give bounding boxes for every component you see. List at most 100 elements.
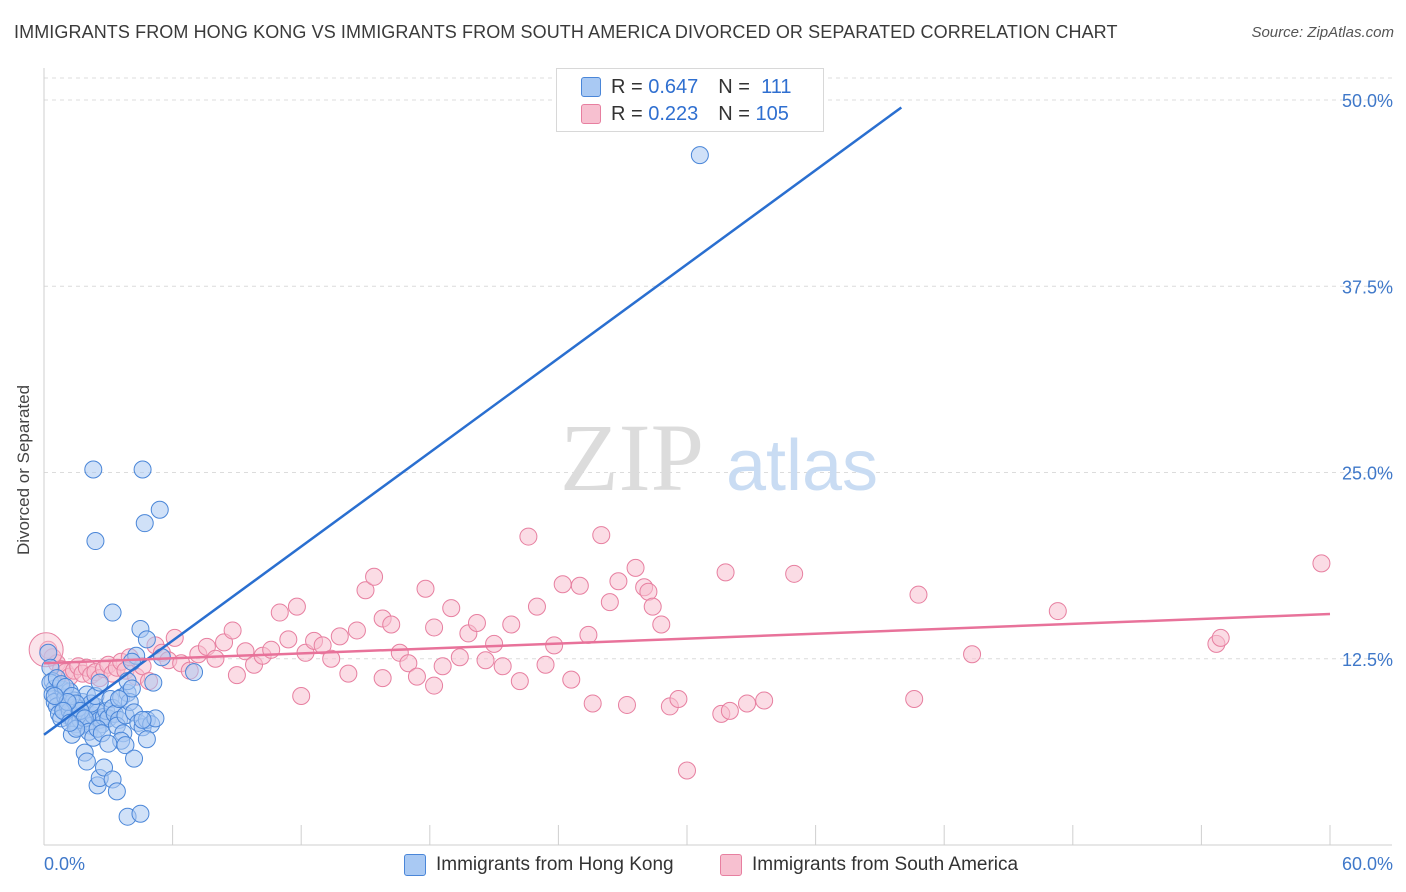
south-america-point xyxy=(279,630,298,649)
watermark: ZIP atlas xyxy=(560,404,878,511)
south-america-point xyxy=(206,649,225,668)
legend-r-label: R = xyxy=(611,75,643,98)
hong-kong-points xyxy=(39,146,709,826)
axes xyxy=(43,68,1392,846)
south-america-point xyxy=(592,526,611,545)
south-america-point xyxy=(399,654,418,673)
south-america-point xyxy=(553,575,572,594)
south-america-points xyxy=(28,526,1331,780)
south-america-point xyxy=(510,672,529,691)
south-america-point xyxy=(652,615,671,634)
south-america-point xyxy=(467,613,486,632)
south-america-point xyxy=(536,655,555,674)
hong-kong-point xyxy=(103,603,122,622)
south-america-point xyxy=(678,761,696,780)
south-america-point xyxy=(669,689,688,708)
south-america-point xyxy=(617,695,636,714)
hong-kong-point xyxy=(122,679,141,698)
south-america-point xyxy=(527,597,546,616)
south-america-point xyxy=(493,657,512,676)
south-america-point xyxy=(570,576,589,595)
y-tick-label: 12.5% xyxy=(1342,650,1393,670)
hong-kong-point xyxy=(39,643,58,662)
bottom-legend-hong-kong: Immigrants from Hong Kong xyxy=(404,852,674,878)
south-america-point xyxy=(545,636,564,655)
south-america-point xyxy=(1211,628,1230,647)
south-america-point xyxy=(416,579,435,598)
south-america-point xyxy=(425,618,444,637)
south-america-point xyxy=(639,582,658,601)
south-america-point xyxy=(905,689,924,708)
south-america-point xyxy=(502,615,521,634)
south-america-point xyxy=(382,615,401,634)
hong-kong-point xyxy=(99,734,118,753)
watermark-atlas: atlas xyxy=(726,426,878,506)
x-tick-labels: 0.0% 60.0% xyxy=(44,854,1393,874)
y-tick-label: 25.0% xyxy=(1342,464,1393,484)
y-tick-labels: 12.5% 25.0% 37.5% 50.0% xyxy=(1342,91,1393,670)
south-america-point xyxy=(716,563,735,582)
legend-r-value: 0.223 xyxy=(648,102,699,125)
south-america-point xyxy=(365,567,384,586)
hong-kong-point xyxy=(690,146,709,165)
legend-n-label: N = xyxy=(718,102,750,125)
hong-kong-point xyxy=(90,673,109,692)
south-america-point xyxy=(442,599,461,618)
hong-kong-point xyxy=(110,689,129,708)
south-america-point xyxy=(450,648,469,667)
hong-kong-point xyxy=(77,752,96,771)
hong-kong-point xyxy=(137,630,156,649)
correlation-legend: R = 0.647 N = 111 R = 0.223 N = 105 xyxy=(556,68,824,132)
south-america-point xyxy=(909,585,928,604)
bottom-legend-swatch-pink xyxy=(720,854,742,876)
south-america-point xyxy=(339,664,358,683)
south-america-point xyxy=(720,701,739,720)
south-america-point xyxy=(227,666,246,685)
south-america-point xyxy=(270,603,289,622)
hong-kong-point xyxy=(137,730,156,749)
south-america-point xyxy=(223,621,242,640)
south-america-point xyxy=(626,558,645,577)
legend-r-value: 0.647 xyxy=(648,75,699,98)
south-america-point xyxy=(407,667,426,686)
hong-kong-point xyxy=(133,460,152,479)
south-america-point xyxy=(347,621,366,640)
south-america-trend-line xyxy=(43,612,1331,665)
south-america-point xyxy=(609,572,628,591)
south-america-point xyxy=(292,687,311,705)
south-america-point xyxy=(287,597,306,616)
watermark-zip: ZIP xyxy=(560,404,704,511)
legend-swatch-pink xyxy=(581,104,601,124)
hong-kong-point xyxy=(150,500,169,519)
bottom-legend-swatch-blue xyxy=(404,854,426,876)
south-america-point xyxy=(1048,602,1067,621)
south-america-point xyxy=(738,694,757,713)
chart-title: IMMIGRANTS FROM HONG KONG VS IMMIGRANTS … xyxy=(14,22,1118,42)
south-america-point xyxy=(963,645,982,664)
south-america-point xyxy=(1312,554,1331,573)
legend-n-value: 105 xyxy=(755,102,789,125)
legend-swatch-blue xyxy=(581,77,601,97)
hong-kong-point xyxy=(133,710,152,729)
hong-kong-point xyxy=(125,749,144,768)
legend-n-value: 111 xyxy=(761,75,792,98)
south-america-point xyxy=(519,527,538,546)
hong-kong-point xyxy=(135,514,154,533)
trend-lines xyxy=(43,106,1331,736)
south-america-point xyxy=(579,625,598,644)
x-tick-label: 0.0% xyxy=(44,854,85,874)
bottom-legend-label: Immigrants from Hong Kong xyxy=(436,854,674,875)
south-america-point xyxy=(600,593,619,612)
south-america-point xyxy=(425,676,444,695)
south-america-point xyxy=(562,670,581,689)
hong-kong-point xyxy=(107,782,126,801)
south-america-point xyxy=(433,657,452,676)
hong-kong-point xyxy=(84,460,103,479)
south-america-point xyxy=(322,649,341,668)
x-tick-label: 60.0% xyxy=(1342,854,1393,874)
source-label: Source: ZipAtlas.com xyxy=(1251,24,1394,41)
south-america-point xyxy=(785,564,804,583)
y-tick-label: 50.0% xyxy=(1342,91,1393,111)
south-america-point xyxy=(476,651,495,670)
